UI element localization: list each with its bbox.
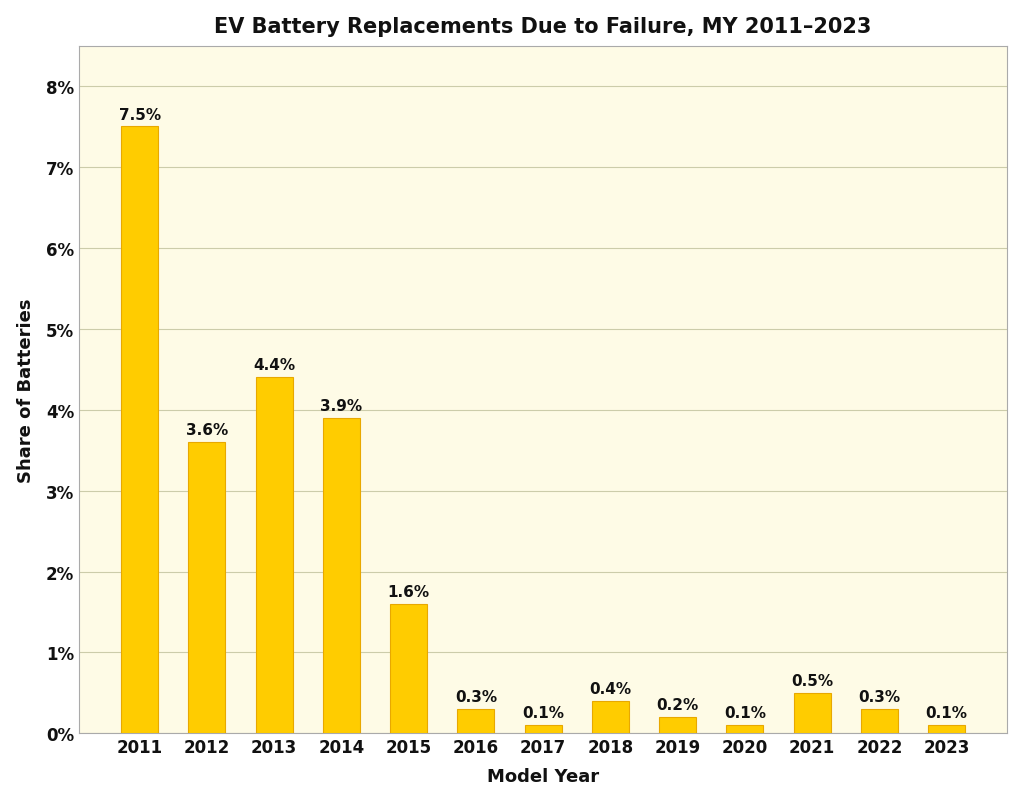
Bar	[794, 693, 830, 734]
Bar	[390, 604, 427, 734]
Text: 7.5%: 7.5%	[119, 107, 161, 123]
Text: 0.1%: 0.1%	[522, 706, 564, 720]
Bar	[188, 443, 225, 734]
Text: 0.4%: 0.4%	[589, 681, 632, 696]
Text: 0.2%: 0.2%	[656, 698, 698, 712]
Text: 0.5%: 0.5%	[792, 673, 834, 688]
Text: 3.9%: 3.9%	[321, 399, 362, 413]
Text: 3.6%: 3.6%	[185, 423, 228, 438]
Title: EV Battery Replacements Due to Failure, MY 2011–2023: EV Battery Replacements Due to Failure, …	[214, 17, 871, 37]
Y-axis label: Share of Batteries: Share of Batteries	[16, 298, 35, 482]
Text: 0.1%: 0.1%	[926, 706, 968, 720]
Bar	[121, 128, 158, 734]
Text: 0.3%: 0.3%	[858, 690, 900, 704]
Bar	[659, 717, 696, 734]
Text: 4.4%: 4.4%	[253, 358, 295, 373]
X-axis label: Model Year: Model Year	[487, 768, 599, 785]
Bar	[458, 709, 495, 734]
Bar	[323, 419, 359, 734]
Bar	[592, 701, 629, 734]
Text: 1.6%: 1.6%	[387, 585, 430, 599]
Text: 0.1%: 0.1%	[724, 706, 766, 720]
Bar	[726, 725, 763, 734]
Text: 0.3%: 0.3%	[455, 690, 497, 704]
Bar	[928, 725, 966, 734]
Bar	[861, 709, 898, 734]
Bar	[256, 378, 293, 734]
Bar	[524, 725, 561, 734]
